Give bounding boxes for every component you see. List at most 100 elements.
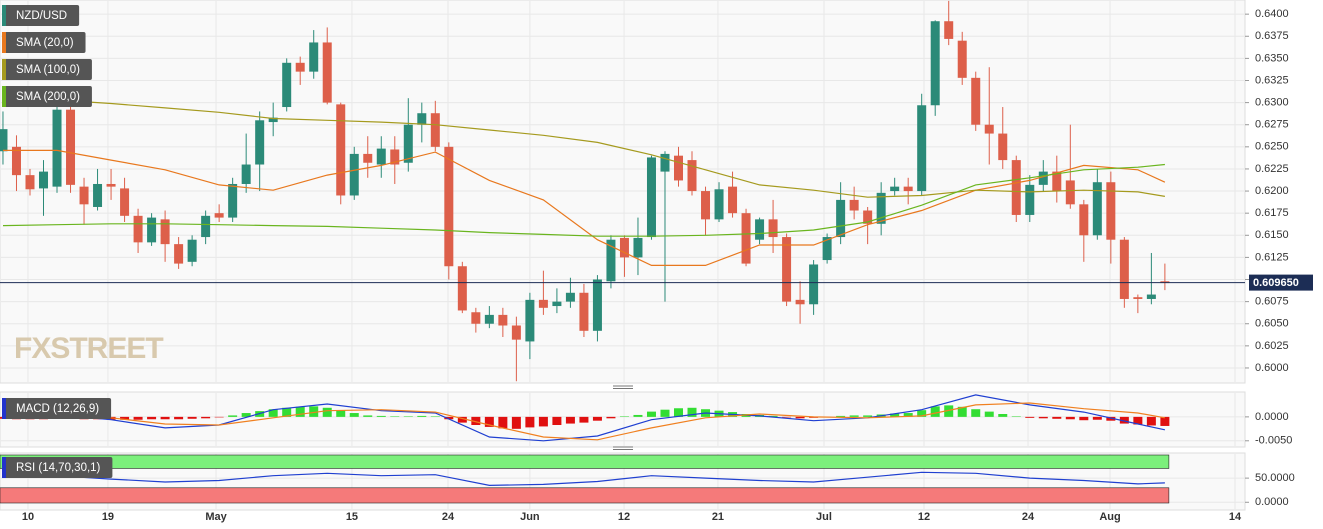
histogram-bar [417,415,427,417]
candle-body [890,186,900,192]
histogram-bar [660,409,670,417]
candle-body [1025,184,1035,215]
candle-body [174,244,184,264]
candle-body [1119,239,1129,299]
candle-body [363,153,373,163]
candles [0,0,1170,382]
y-tick-label: 0.6350 [1255,52,1289,64]
line-series [3,149,1166,266]
overbought-band [0,454,1170,469]
histogram-bar [390,416,400,417]
x-tick-label: Jun [520,511,540,523]
legend-swatch [2,59,6,80]
histogram-bar [1011,416,1021,417]
legend-label: MACD (12,26,9) [16,403,99,415]
candle-body [160,219,170,245]
histogram-bar [147,416,157,420]
candle-body [565,292,575,302]
histogram-bar [403,416,413,417]
candle-body [1065,180,1075,205]
candle-body [633,237,643,258]
histogram-bar [971,409,981,417]
legend-label: SMA (200,0) [16,91,80,103]
candle-body [390,149,400,165]
candle-body [93,183,103,207]
histogram-bar [1133,416,1143,425]
candle-body [39,171,49,189]
candle-body [106,183,116,187]
histogram-bar [633,414,643,417]
candle-body [944,21,954,39]
histogram-bar [538,416,548,427]
legend-swatch [2,32,6,53]
histogram-bar [1092,416,1102,420]
histogram-bar [1052,416,1062,419]
y-tick-label: 0.6400 [1255,8,1289,20]
legend-swatch [2,5,6,26]
y-tick-label: 0.6125 [1255,251,1289,263]
histogram-bar [363,415,373,417]
x-tick-label: 24 [1022,511,1035,523]
histogram-bar [309,406,319,417]
histogram-bar [1160,416,1170,426]
histogram-bar [768,415,778,417]
histogram-bar [944,405,954,417]
histogram-bar [430,416,440,417]
x-tick-label: 19 [102,511,114,523]
candle-body [1106,182,1116,240]
legend-label: SMA (20,0) [16,37,74,49]
candle-body [619,237,629,258]
y-tick-label: 0.6375 [1255,30,1289,42]
candle-body [768,219,778,238]
pane-resizer[interactable] [613,385,633,450]
histogram-bar [592,416,602,421]
candle-body [336,104,346,196]
histogram-bar [1025,416,1035,418]
y-tick-label: 50.0000 [1255,472,1295,484]
histogram-bar [174,416,184,420]
histogram-bar [511,416,521,429]
y-tick-label: 0.0000 [1255,496,1289,508]
candle-body [1146,294,1156,299]
candle-body [552,301,562,307]
macd-pane [0,391,1246,448]
candle-body [849,199,859,211]
candle-body [1038,171,1048,185]
histogram-bar [498,416,508,429]
y-tick-label: -0.0050 [1255,435,1292,447]
histogram-bar [903,413,913,417]
histogram-bar [917,410,927,417]
histogram-bar [525,416,535,428]
candle-body [957,40,967,78]
histogram-bar [1079,416,1089,421]
candle-body [903,186,913,192]
candle-body [282,62,292,108]
histogram-bar [687,407,697,417]
histogram-bar [646,411,656,417]
histogram-bar [133,416,143,420]
line-series [2,394,1166,442]
candle-body [998,133,1008,161]
candle-body [525,299,535,342]
histogram-bar [957,406,967,417]
candle-body [660,153,670,172]
histogram-bar [295,406,305,417]
line-series [2,402,1166,441]
candle-body [646,157,656,238]
histogram-bar [1106,416,1116,421]
y-tick-label: 0.6175 [1255,207,1289,219]
candle-body [79,186,89,205]
candle-body [1079,204,1089,236]
candle-body [755,219,765,240]
histogram-bar [214,416,224,418]
histogram-bar [187,416,197,419]
histogram-bar [322,407,332,417]
histogram-bar [619,416,629,417]
candle-body [592,279,602,331]
x-tick-label: 24 [442,511,455,523]
histogram-bar [376,415,386,417]
histogram-bar [201,416,211,419]
x-tick-label: Jul [816,511,832,523]
candle-body [1133,297,1143,299]
